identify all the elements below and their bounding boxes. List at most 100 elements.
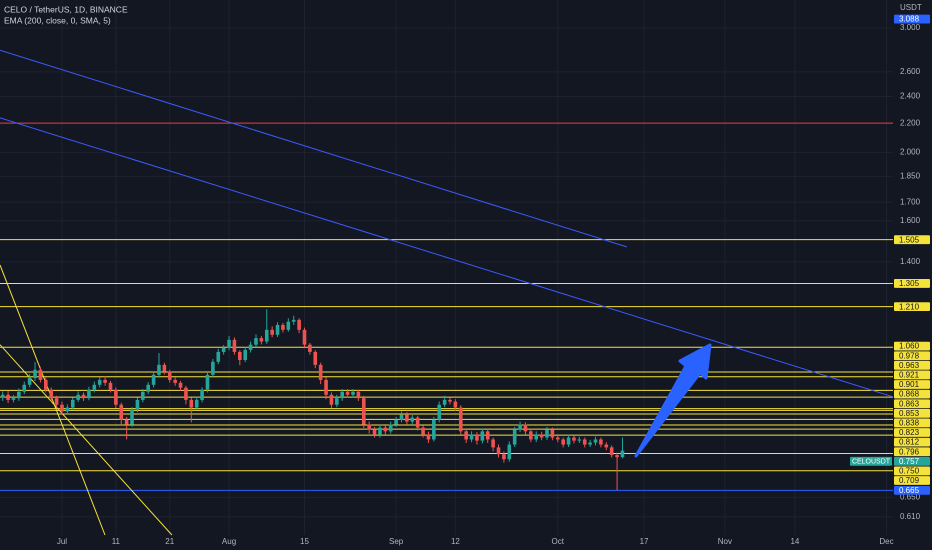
price-label-box (894, 466, 930, 476)
trend-line (0, 344, 173, 536)
candle-body (480, 431, 485, 441)
price-label: 0.901 (899, 380, 920, 389)
candle-body (76, 394, 80, 400)
candle-body (270, 329, 274, 335)
candles (0, 309, 625, 491)
candle-body (394, 419, 398, 425)
candle-body (335, 398, 339, 405)
candle-body (302, 329, 307, 345)
candle-body (6, 394, 10, 400)
y-tick-label: 0.610 (900, 512, 921, 521)
price-label-box (894, 351, 930, 361)
candle-body (383, 427, 388, 432)
candle-body (135, 399, 140, 410)
candle-body (604, 444, 609, 448)
chart-title: CELO / TetherUS, 1D, BINANCE (4, 4, 128, 14)
x-tick-label: Nov (718, 537, 732, 546)
trend-line (0, 49, 627, 248)
y-tick-label: 2.200 (900, 118, 921, 127)
candle-body (33, 369, 37, 378)
grid (0, 0, 893, 535)
x-tick-label: Jul (57, 537, 67, 546)
price-label: 0.868 (899, 390, 920, 399)
candle-body (566, 437, 571, 445)
candle-body (264, 329, 269, 342)
y-tick-label: 2.400 (900, 92, 921, 101)
price-label: 0.750 (899, 467, 920, 476)
candle-body (555, 437, 560, 440)
candle-body (194, 399, 199, 408)
x-tick-label: 15 (300, 537, 309, 546)
price-label: 0.796 (899, 447, 920, 456)
candle-body (275, 324, 280, 335)
y-tick-label: 1.700 (900, 197, 921, 206)
price-label-box (894, 370, 930, 380)
candle-body (22, 384, 27, 392)
currency: USDT (900, 3, 922, 12)
candle-body (49, 389, 53, 399)
candle-body (539, 434, 544, 438)
trend-line (0, 264, 106, 536)
candle-body (507, 444, 512, 460)
y-tick-label: 0.650 (900, 492, 921, 501)
candle-body (11, 398, 16, 400)
candle-body (173, 379, 177, 383)
x-tick-label: Dec (879, 537, 893, 546)
indicator: EMA (200, close, 0, SMA, 5) (4, 15, 111, 25)
candle-body (356, 391, 361, 399)
candle-body (238, 351, 242, 360)
price-label: 1.060 (899, 342, 920, 351)
candle-body (141, 391, 145, 400)
price-label: 0.863 (899, 399, 920, 408)
candle-body (281, 324, 285, 330)
candle-body (108, 382, 113, 390)
candle-body (550, 429, 555, 438)
candle-body (529, 431, 533, 440)
candle-body (60, 404, 64, 412)
candle-body (329, 394, 334, 405)
candle-body (227, 339, 231, 348)
candle-body (324, 379, 328, 395)
candle-body (502, 454, 506, 460)
candle-body (620, 450, 625, 458)
candle-body (216, 351, 221, 362)
candle-body (453, 401, 458, 408)
candle-body (485, 431, 490, 440)
candle-body (92, 384, 97, 390)
candle-body (442, 399, 447, 405)
trend-line (0, 117, 894, 398)
price-label: 1.210 (899, 302, 920, 311)
price-label-box (894, 437, 930, 447)
price-label: 1.505 (899, 235, 920, 244)
y-tick-label: 1.850 (900, 171, 921, 180)
price-label: 0.665 (899, 486, 920, 495)
price-label: 0.709 (899, 476, 920, 485)
candle-body (523, 424, 528, 432)
candle-body (475, 434, 479, 441)
candle-body (313, 351, 318, 365)
candle-body (0, 394, 5, 398)
x-tick-label: 17 (640, 537, 649, 546)
candle-body (87, 389, 91, 399)
candle-body (512, 429, 517, 445)
candle-body (378, 427, 382, 435)
candle-body (469, 434, 474, 440)
price-label-box (894, 476, 930, 485)
candle-body (200, 389, 204, 400)
price-label: 0.963 (899, 361, 920, 370)
candle-body (421, 427, 425, 435)
candle-body (151, 374, 156, 385)
candle-body (248, 344, 253, 350)
y-tick-label: 2.000 (900, 148, 921, 157)
y-tick-label: 2.600 (900, 67, 921, 76)
candle-body (97, 379, 102, 385)
price-label-box (894, 389, 930, 399)
price-label: 0.978 (899, 351, 920, 360)
candle-body (259, 338, 264, 342)
candle-body (205, 374, 210, 390)
candle-body (437, 404, 442, 420)
candle-body (130, 409, 134, 425)
x-tick-label: 14 (790, 537, 799, 546)
